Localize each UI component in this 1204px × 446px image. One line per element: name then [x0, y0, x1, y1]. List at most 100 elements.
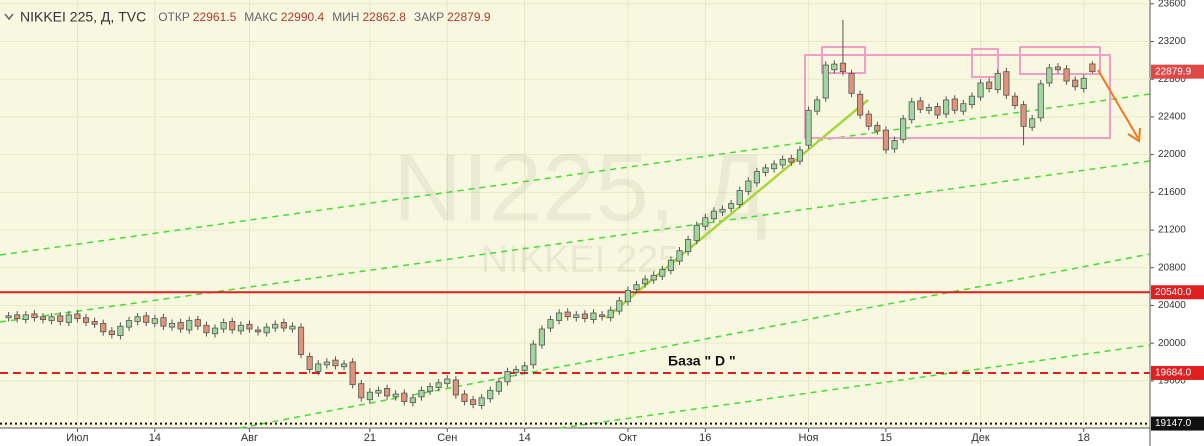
candle-body — [117, 325, 124, 337]
candle-body — [1011, 95, 1019, 106]
candle-body — [607, 309, 614, 319]
candle-body — [753, 171, 760, 184]
candle-body — [306, 355, 313, 370]
candle-body — [427, 386, 434, 392]
x-tick-label: 14 — [519, 432, 531, 444]
y-tick-label: 20400 — [1158, 300, 1186, 311]
x-tick-label: Окт — [619, 432, 638, 444]
candle-body — [392, 393, 399, 398]
candle-body — [848, 73, 855, 94]
candle-body — [736, 190, 743, 205]
axes: 19600 20000 20400 20800 21200 21600 22000 22400… — [66, 0, 1204, 444]
x-tick-label: Дек — [971, 432, 990, 444]
y-tick-label: 22000 — [1158, 149, 1186, 160]
price-label-box — [1151, 416, 1204, 431]
candle-body — [796, 149, 803, 162]
candle-body — [340, 363, 348, 368]
candle-body — [788, 157, 795, 163]
x-tick-label: 18 — [1078, 432, 1090, 444]
candle-body — [349, 361, 356, 386]
price-label: 19147.0 — [1155, 418, 1192, 429]
candle-body — [814, 99, 821, 112]
x-tick-label: 16 — [699, 432, 711, 444]
candle-body — [513, 369, 520, 373]
header-text: NIKKEI 225, Д, TVC — [20, 9, 146, 25]
y-tick-label: 23600 — [1158, 0, 1186, 9]
candle-body — [487, 389, 494, 400]
collapse-icon[interactable] — [4, 13, 14, 21]
candle-body — [177, 322, 184, 330]
candle-body — [1020, 104, 1027, 127]
x-tick-label: 21 — [364, 432, 376, 444]
candle-body — [444, 378, 451, 385]
header-text: 22862.8 — [362, 10, 406, 24]
x-tick-label: Сен — [437, 432, 457, 444]
candle-body — [616, 300, 623, 312]
candle-body — [143, 315, 150, 323]
header-text: МАКС — [244, 10, 278, 24]
candle-body — [31, 313, 38, 319]
annotation: База " D " — [668, 353, 736, 369]
candle-body — [685, 239, 692, 253]
candle-body — [530, 343, 537, 366]
candle-body — [650, 274, 657, 281]
x-tick-label: Авг — [241, 432, 258, 444]
candle-body — [805, 109, 812, 146]
y-tick-label: 21200 — [1158, 225, 1186, 236]
candle-body — [134, 316, 141, 322]
time-axis-background — [0, 428, 1150, 446]
candle-body — [624, 289, 631, 303]
last-price-label: 22879.9 — [1155, 66, 1192, 77]
candle-body — [857, 93, 864, 116]
candle-body — [994, 73, 1001, 90]
candle-body — [401, 392, 408, 403]
candle-body — [745, 180, 752, 192]
candle-body — [900, 118, 907, 140]
candle-body — [960, 103, 967, 112]
price-label-box — [1151, 285, 1204, 300]
candle-body — [977, 82, 984, 98]
candle-body — [82, 317, 90, 323]
candle-body — [831, 63, 838, 71]
candle-body — [383, 388, 391, 397]
top-box — [971, 48, 999, 78]
candle-body — [358, 383, 365, 399]
candle-body — [943, 99, 950, 115]
candle-body — [822, 64, 829, 99]
candle-body — [280, 322, 287, 329]
header-text: МИН — [332, 10, 359, 24]
arrow — [1097, 69, 1139, 139]
candle-body — [461, 393, 468, 403]
price-label-box — [1151, 365, 1204, 380]
candle-body — [882, 129, 890, 151]
candle-body — [771, 163, 778, 170]
candle-body — [409, 397, 416, 403]
candle-body — [1080, 77, 1087, 90]
candle-body — [1089, 63, 1096, 73]
candle-body — [504, 371, 511, 383]
candle-body — [5, 315, 12, 319]
candle-body — [452, 379, 459, 396]
grid — [0, 0, 1150, 428]
candle-body — [39, 316, 47, 320]
candle-body — [470, 399, 477, 405]
candle-body — [203, 324, 210, 334]
candle-body — [160, 317, 167, 327]
candle-body — [48, 316, 55, 321]
candle-body — [366, 391, 373, 401]
candle-body — [22, 314, 29, 320]
candle-body — [495, 381, 502, 392]
trend-line — [605, 99, 869, 319]
candle-body — [564, 311, 571, 318]
y-tick-label: 19600 — [1158, 376, 1186, 387]
candle-body — [375, 389, 382, 394]
candle-body — [642, 278, 649, 285]
candle-body — [263, 326, 270, 334]
price-label: 20540.0 — [1155, 287, 1192, 298]
y-tick-label: 23200 — [1158, 36, 1186, 47]
candle-body — [272, 323, 279, 329]
candle-body — [891, 140, 898, 150]
candle-body — [865, 113, 872, 127]
header-text: 22990.4 — [281, 10, 325, 24]
candle-body — [108, 330, 115, 336]
